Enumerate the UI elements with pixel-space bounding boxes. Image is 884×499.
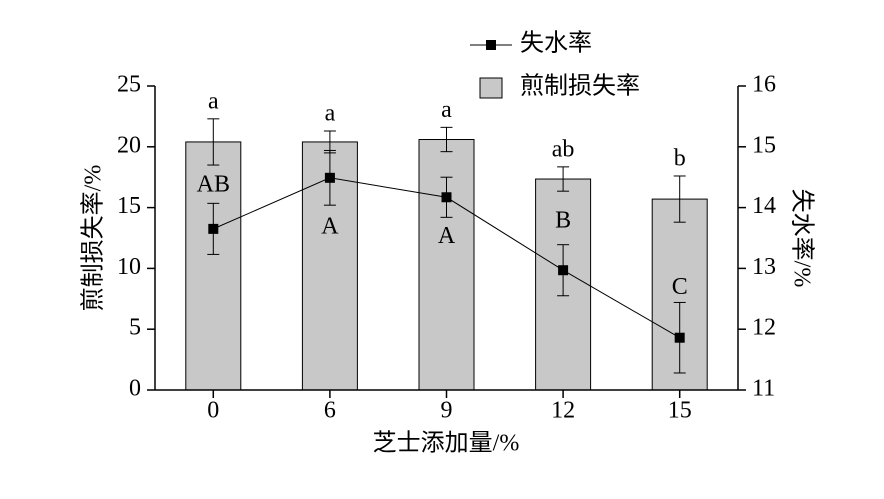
x-tick-label: 0	[207, 398, 219, 424]
bar-error	[557, 166, 570, 192]
y-tick-label: 20	[117, 132, 141, 158]
y-axis-title: 煎制损失率/%	[80, 165, 107, 312]
legend-marker	[486, 40, 496, 50]
point	[324, 172, 335, 183]
point-letter: A	[321, 213, 339, 239]
point	[441, 192, 452, 203]
y2-tick-label: 11	[752, 376, 775, 402]
x-tick-label: 12	[551, 398, 575, 424]
y2-tick-label: 12	[752, 315, 776, 341]
bar-error	[440, 126, 453, 153]
legend-label: 失水率	[520, 30, 592, 57]
point-letter: B	[555, 208, 571, 234]
y2-tick-label: 16	[752, 72, 776, 98]
y-tick-label: 10	[117, 254, 141, 280]
bar-letter: ab	[552, 136, 575, 162]
y-tick-label: 25	[117, 72, 141, 98]
x-tick-label: 6	[324, 398, 336, 424]
bar-letter: a	[208, 88, 219, 114]
x-tick-label: 9	[441, 398, 453, 424]
y-tick-label: 0	[129, 376, 141, 402]
y2-tick-label: 15	[752, 132, 776, 158]
y-tick-label: 5	[129, 315, 141, 341]
y2-tick-label: 13	[752, 254, 776, 280]
point-letter: C	[672, 274, 688, 300]
bar-letter: b	[674, 145, 686, 171]
bar-error	[207, 118, 220, 166]
legend-swatch	[479, 77, 503, 99]
y-tick-label: 15	[117, 193, 141, 219]
y2-tick-label: 14	[752, 193, 776, 219]
point-letter: A	[438, 223, 456, 249]
bar-letter: a	[441, 97, 452, 123]
x-tick-label: 15	[668, 398, 692, 424]
y2-axis-title: 失水率/%	[788, 189, 815, 288]
legend-label: 煎制损失率	[520, 73, 640, 100]
bar-error	[673, 175, 686, 223]
point	[558, 265, 569, 276]
bar	[185, 141, 242, 391]
point	[208, 223, 219, 234]
point-letter: AB	[197, 171, 230, 197]
bar-letter: a	[325, 100, 336, 126]
point	[674, 332, 685, 343]
x-axis-title: 芝士添加量/%	[373, 430, 520, 457]
